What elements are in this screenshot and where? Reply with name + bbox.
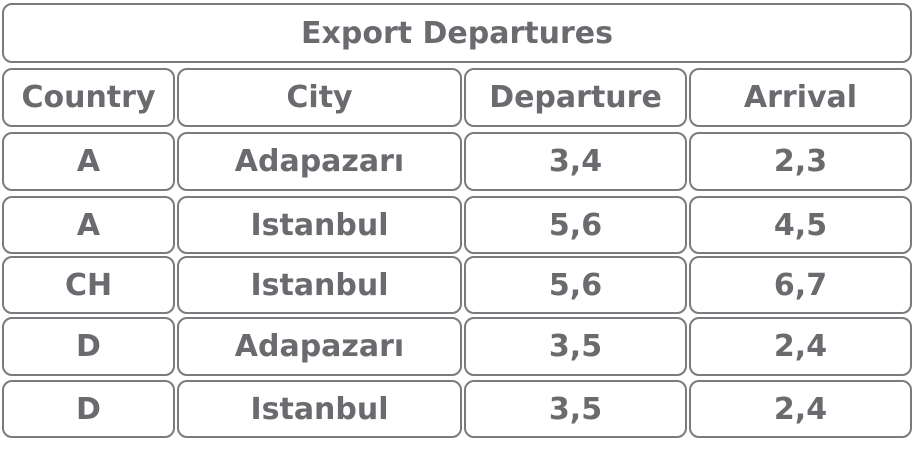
table-cell: 2,4 [689,317,912,376]
header-cell: Arrival [689,68,912,127]
table-cell: D [2,380,175,438]
table-cell: 3,4 [464,132,687,191]
table-cell: Istanbul [177,196,462,254]
table-cell: A [2,132,175,191]
table-cell: 3,5 [464,317,687,376]
table-cell: 4,5 [689,196,912,254]
header-cell: Departure [464,68,687,127]
table-cell: Istanbul [177,380,462,438]
header-cell: Country [2,68,175,127]
header-cell: City [177,68,462,127]
table-cell: 2,4 [689,380,912,438]
table-cell: Adapazarı [177,132,462,191]
table-title: Export Departures [2,3,912,63]
table-cell: 6,7 [689,256,912,314]
table-cell: 5,6 [464,196,687,254]
table-cell: 2,3 [689,132,912,191]
table-cell: Adapazarı [177,317,462,376]
table-cell: CH [2,256,175,314]
table-cell: D [2,317,175,376]
table-cell: 5,6 [464,256,687,314]
table-cell: 3,5 [464,380,687,438]
table-cell: A [2,196,175,254]
table-cell: Istanbul [177,256,462,314]
